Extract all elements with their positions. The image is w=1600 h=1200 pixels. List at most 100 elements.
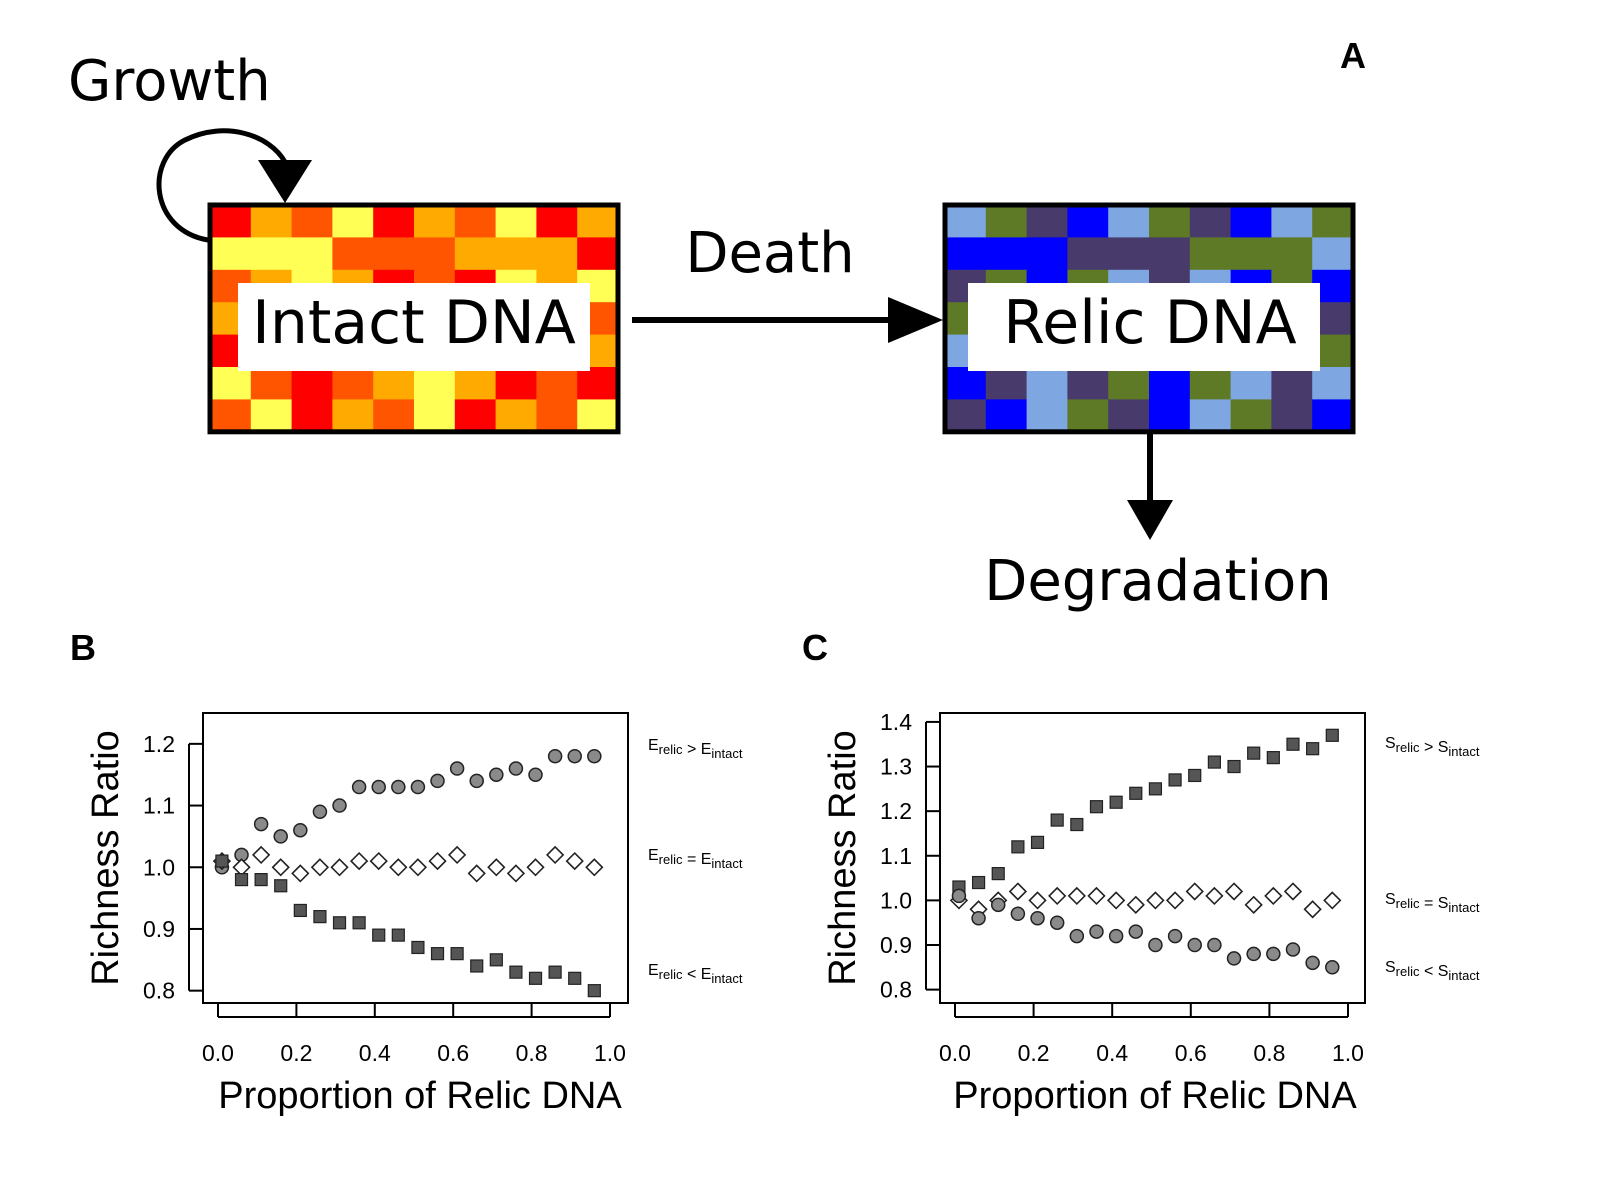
relic-dna-tile bbox=[1149, 399, 1191, 433]
relic-dna-tile bbox=[985, 367, 1028, 400]
intact-dna-tile bbox=[536, 237, 578, 271]
chart-b-point-square bbox=[254, 872, 268, 887]
chart-b-point-circle bbox=[528, 767, 543, 782]
relic-dna-tile bbox=[1149, 205, 1191, 238]
intact-dna-tile bbox=[250, 205, 293, 238]
relic-dna-tile bbox=[1271, 367, 1313, 400]
intact-dna-tile bbox=[454, 367, 497, 400]
chart-b-frame bbox=[202, 712, 629, 1004]
chart-c-point-diamond bbox=[1126, 895, 1145, 914]
intact-dna-tile bbox=[373, 205, 415, 238]
relic-dna-tile bbox=[1189, 205, 1232, 238]
chart-c-xtick-label: 0.2 bbox=[1018, 1040, 1050, 1066]
intact-dna-tile bbox=[291, 367, 333, 400]
relic-dna-tile bbox=[1271, 399, 1313, 433]
chart-c-point-square bbox=[1286, 737, 1300, 751]
chart-b-point-diamond bbox=[291, 864, 310, 883]
chart-c-point-diamond bbox=[1028, 891, 1047, 910]
chart-c-point-square bbox=[971, 875, 986, 890]
chart-b-point-square bbox=[528, 971, 543, 985]
chart-b-xtick-label: 0.4 bbox=[359, 1040, 391, 1066]
chart-c-xlabel: Proportion of Relic DNA bbox=[953, 1075, 1357, 1117]
chart-b-xtick-label: 0.6 bbox=[437, 1040, 469, 1066]
chart-c-point-square bbox=[1050, 813, 1064, 827]
chart-b-point-square bbox=[215, 854, 229, 868]
chart-b-point-square bbox=[470, 959, 484, 973]
chart-c-point-square bbox=[1266, 751, 1280, 765]
chart-b-xtick-label: 0.0 bbox=[202, 1040, 234, 1066]
chart-b-point-circle bbox=[332, 798, 347, 813]
intact-dna-tile bbox=[250, 367, 293, 400]
chart-b-point-circle bbox=[371, 779, 386, 795]
intact-dna-tile bbox=[291, 205, 333, 238]
relic-dna-tile bbox=[1026, 367, 1068, 400]
relic-dna-tile bbox=[1067, 367, 1109, 400]
relic-dna-tile bbox=[1067, 237, 1109, 271]
relic-dna-tile bbox=[985, 237, 1028, 271]
chart-c-point-diamond bbox=[1165, 891, 1185, 910]
intact-dna-tile bbox=[250, 399, 293, 433]
intact-dna-tile bbox=[291, 237, 333, 271]
chart-b-xlabel: Proportion of Relic DNA bbox=[218, 1075, 622, 1117]
chart-c-point-circle bbox=[990, 897, 1006, 913]
chart-c-point-circle bbox=[1305, 955, 1320, 971]
chart-c-point-circle bbox=[1069, 928, 1085, 944]
relic-dna-tile bbox=[1312, 399, 1354, 433]
degradation-label: Degradation bbox=[984, 549, 1332, 614]
chart-b-point-square bbox=[332, 916, 347, 930]
chart-b-point-circle bbox=[430, 773, 445, 789]
chart-b-point-square bbox=[293, 903, 307, 918]
chart-c-xtick-label: 1.0 bbox=[1332, 1040, 1364, 1066]
chart-b-series-label: Erelic = Eintact bbox=[648, 847, 743, 871]
panel-b-label: B bbox=[70, 627, 96, 668]
chart-b-point-square bbox=[568, 971, 582, 985]
chart-b-point-circle bbox=[567, 748, 582, 764]
chart-c-point-diamond bbox=[1205, 886, 1224, 906]
relic-dna-tile bbox=[1271, 205, 1313, 238]
chart-c-point-circle bbox=[1128, 924, 1144, 939]
chart-b-point-circle bbox=[391, 779, 406, 795]
chart-b-point-diamond bbox=[389, 858, 408, 877]
chart-b-point-diamond bbox=[545, 845, 565, 865]
chart-c-point-square bbox=[1247, 746, 1261, 760]
chart-b-point-diamond bbox=[428, 851, 447, 871]
chart-b-point-square bbox=[234, 872, 249, 887]
intact-dna-tile bbox=[373, 367, 415, 400]
chart-b-point-diamond bbox=[447, 845, 467, 865]
intact-dna-tile bbox=[250, 237, 293, 271]
chart-b-point-diamond bbox=[349, 851, 369, 871]
chart-b-point-diamond bbox=[251, 845, 271, 865]
relic-dna-tile bbox=[1026, 237, 1068, 271]
chart-c-point-square bbox=[1011, 840, 1025, 854]
chart-c-point-circle bbox=[1148, 937, 1163, 953]
chart-c-ytick-label: 1.1 bbox=[880, 843, 912, 869]
chart-c-point-circle bbox=[1325, 960, 1340, 975]
chart-b-point-square bbox=[587, 984, 601, 998]
relic-dna-tile bbox=[1312, 367, 1354, 400]
chart-b-series-label: Erelic < Eintact bbox=[648, 962, 743, 986]
chart-b-xtick-label: 1.0 bbox=[594, 1040, 626, 1066]
relic-dna-tile bbox=[1108, 367, 1150, 400]
chart-c-point-square bbox=[1109, 795, 1123, 809]
chart-c-point-square bbox=[1325, 728, 1339, 742]
relic-dna-tile bbox=[1067, 399, 1109, 433]
chart-c-point-square bbox=[1227, 759, 1241, 774]
relic-dna-tile bbox=[1312, 237, 1354, 271]
chart-c-point-diamond bbox=[1264, 886, 1283, 906]
chart-b-ytick-label: 1.0 bbox=[143, 854, 175, 880]
chart-b-point-square bbox=[391, 928, 405, 942]
relic-dna-tile bbox=[985, 399, 1028, 433]
chart-c-point-circle bbox=[1226, 951, 1242, 966]
intact-dna-tile bbox=[577, 237, 619, 271]
chart-b-point-diamond bbox=[467, 864, 486, 883]
chart-b-point-circle bbox=[312, 804, 328, 819]
intact-dna-tile bbox=[536, 367, 578, 400]
chart-c-point-square bbox=[1168, 773, 1182, 787]
chart-b-point-circle bbox=[547, 748, 563, 764]
intact-dna-tile bbox=[332, 367, 374, 400]
intact-dna-tile bbox=[495, 205, 537, 238]
intact-dna-tile bbox=[373, 237, 415, 271]
relic-dna-tile bbox=[1026, 399, 1068, 433]
relic-dna-tile bbox=[1230, 205, 1272, 238]
